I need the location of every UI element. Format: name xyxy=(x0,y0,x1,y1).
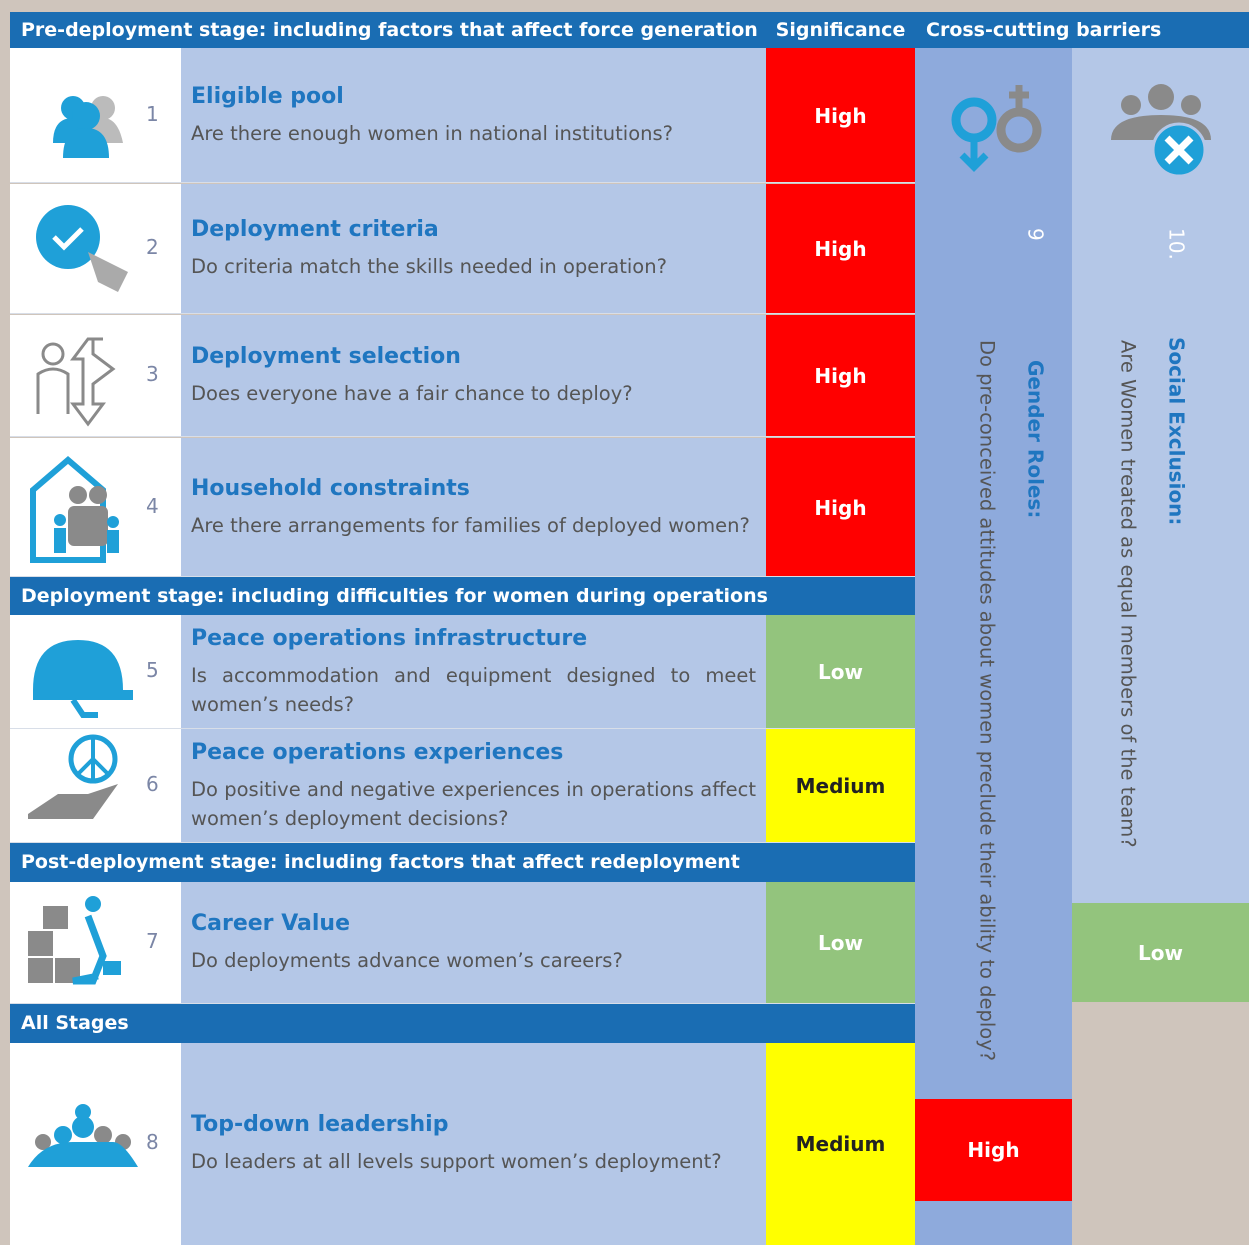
barrier-number: 9 xyxy=(1023,228,1048,241)
header-cross-cutting: Cross-cutting barriers xyxy=(926,19,1162,41)
section-bar: Deployment stage: including difficulties… xyxy=(10,577,915,615)
icon-cell xyxy=(10,438,181,577)
icon xyxy=(53,96,123,158)
row-question: Do criteria match the skills needed in o… xyxy=(191,255,667,278)
icon-cell xyxy=(10,729,181,843)
significance: High xyxy=(766,184,915,314)
significance: High xyxy=(766,48,915,183)
row-divider xyxy=(10,182,915,183)
row-title: Top-down leadership xyxy=(191,1112,449,1137)
row-title: Deployment selection xyxy=(191,344,461,369)
row-question: Do deployments advance women’s careers? xyxy=(191,949,623,972)
significance: Medium xyxy=(766,729,915,843)
barrier-column xyxy=(1072,48,1249,903)
icon-cell xyxy=(10,882,181,1004)
row-title: Eligible pool xyxy=(191,83,344,109)
row-title: Peace operations experiences xyxy=(191,739,564,765)
significance: Low xyxy=(766,882,915,1004)
icon xyxy=(1110,84,1211,178)
row-divider xyxy=(10,313,915,314)
significance: High xyxy=(915,1099,1072,1201)
significance: High xyxy=(766,438,915,577)
barrier-title: Social Exclusion: xyxy=(1164,337,1189,526)
header-bar: Pre-deployment stage: including factors … xyxy=(10,12,1249,48)
significance: High xyxy=(766,315,915,437)
icon xyxy=(30,456,119,563)
icon xyxy=(33,639,133,718)
section-bar: Post-deployment stage: including factors… xyxy=(10,843,915,882)
row-divider xyxy=(10,842,915,843)
significance: Low xyxy=(766,615,915,729)
row-question: Are there enough women in national insti… xyxy=(191,121,673,145)
text-cell: Household constraints Are there arrangeme… xyxy=(181,438,766,577)
row-number: 2 xyxy=(146,235,159,259)
row-divider xyxy=(10,576,915,577)
text-cell: Eligible pool Are there enough women in n… xyxy=(181,48,766,183)
icon xyxy=(36,337,116,426)
text-cell: Top-down leadership Do leaders at all lev… xyxy=(181,1043,766,1245)
row-title: Household constraints xyxy=(191,475,470,501)
row-title: Deployment criteria xyxy=(191,217,439,242)
significance: Medium xyxy=(766,1043,915,1245)
text-cell: Career Value Do deployments advance women… xyxy=(181,882,766,1004)
icon xyxy=(28,1103,138,1167)
header-stage: Pre-deployment stage: including factors … xyxy=(21,19,758,41)
row-title: Career Value xyxy=(191,911,350,936)
icon xyxy=(951,85,1041,172)
icon-cell xyxy=(10,615,181,729)
header-significance: Significance xyxy=(775,19,906,41)
row-question: Is accommodation and equipment designed … xyxy=(191,663,756,716)
row-number: 7 xyxy=(146,929,159,953)
row-number: 4 xyxy=(146,493,159,518)
row-title: Peace operations infrastructure xyxy=(191,625,588,651)
text-cell: Deployment selection Does everyone have a… xyxy=(181,315,766,437)
barrier-number: 10. xyxy=(1164,228,1189,260)
row-number: 3 xyxy=(146,362,159,386)
icon-cell xyxy=(10,1043,181,1245)
icon-cell xyxy=(10,184,181,314)
row-divider xyxy=(10,436,915,437)
barrier-question: Do pre-conceived attitudes about women p… xyxy=(975,340,999,1062)
text-cell: Peace operations experiences Do positive … xyxy=(181,729,766,843)
row-question: Does everyone have a fair chance to depl… xyxy=(191,382,633,405)
row-question: Do leaders at all levels support women’s… xyxy=(191,1150,722,1173)
row-number: 1 xyxy=(146,101,159,126)
text-cell: Deployment criteria Do criteria match the… xyxy=(181,184,766,314)
barrier-column xyxy=(915,48,1072,1245)
icon xyxy=(36,204,128,292)
text-cell: Peace operations infrastructure Is accomm… xyxy=(181,615,766,729)
row-divider xyxy=(10,728,915,729)
barrier-title: Gender Roles: xyxy=(1023,360,1048,519)
barrier-question: Are Women treated as equal members of th… xyxy=(1116,340,1140,848)
icon xyxy=(28,734,118,819)
icon-cell xyxy=(10,315,181,437)
significance: Low xyxy=(1072,903,1249,1002)
row-question: Do positive and negative experiences in … xyxy=(191,777,756,830)
row-divider xyxy=(10,1003,915,1004)
row-number: 8 xyxy=(146,1130,159,1154)
row-number: 6 xyxy=(146,772,159,796)
icon xyxy=(28,895,121,984)
section-bar: All Stages xyxy=(10,1004,915,1043)
row-question: Are there arrangements for families of d… xyxy=(191,513,750,537)
icon-cell xyxy=(10,48,181,183)
row-number: 5 xyxy=(146,658,159,682)
